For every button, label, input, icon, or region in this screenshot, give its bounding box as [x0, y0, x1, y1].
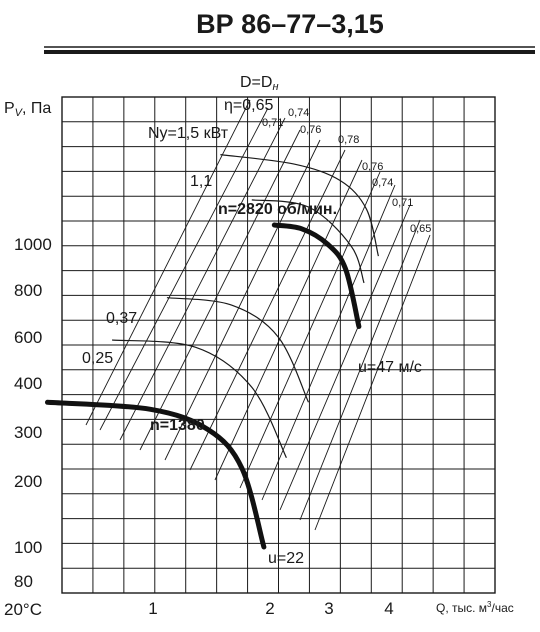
y-tick-label: 100: [14, 538, 42, 557]
efficiency-line: [119, 117, 286, 441]
efficiency-label: 0,65: [410, 223, 431, 235]
efficiency-line: [99, 107, 269, 431]
efficiency-label: 0,78: [338, 134, 359, 146]
y-tick-label: 200: [14, 472, 42, 491]
efficiency-line: [279, 204, 411, 511]
x-axis-label: Q, тыс. м3/час: [436, 600, 514, 615]
power-curve: [166, 297, 310, 403]
efficiency-label: 0,76: [300, 124, 321, 136]
y-tick-label: 80: [14, 572, 33, 591]
x-tick-label: 4: [384, 599, 393, 618]
y-tick-label: 1000: [14, 235, 52, 254]
efficiency-line: [214, 159, 363, 481]
efficiency-line: [139, 129, 301, 451]
power-label: Ny=1,5 кВт: [148, 125, 229, 142]
efficiency-lines: [85, 99, 431, 531]
x-tick-label: 2: [265, 599, 274, 618]
efficiency-line: [261, 184, 396, 501]
power-curve: [220, 154, 379, 257]
efficiency-label: η=0,65: [224, 97, 273, 114]
efficiency-line: [314, 234, 431, 531]
y-tick-labels: 80 100 200 300 400 600 800 1000: [14, 235, 52, 591]
series-label: n=2820 об/мин.: [218, 201, 337, 218]
y-tick-label: 800: [14, 281, 42, 300]
y-tick-label: 400: [14, 374, 42, 393]
diameter-label: D=Dн: [240, 74, 279, 93]
efficiency-line: [85, 99, 251, 426]
efficiency-label: 0,71: [392, 197, 413, 209]
power-label: 0,25: [82, 350, 113, 367]
x-tick-labels: 1 2 3 4: [148, 599, 393, 618]
y-axis-label: PV, Па: [4, 100, 51, 119]
efficiency-label: 0,74: [288, 107, 309, 119]
efficiency-line: [299, 219, 421, 521]
x-tick-label: 1: [148, 599, 157, 618]
y-tick-label: 600: [14, 328, 42, 347]
power-curves: [112, 154, 379, 458]
power-label: 1,1: [190, 173, 212, 190]
temperature-label: 20°С: [4, 600, 42, 619]
efficiency-label: 0,74: [372, 177, 393, 189]
efficiency-line: [239, 171, 381, 489]
series-line: [45, 399, 267, 550]
chart-title: ВР 86–77–3,15: [196, 9, 384, 39]
power-label: 0,37: [106, 310, 137, 327]
velocity-label: u=22: [268, 550, 304, 567]
efficiency-label: 0,76: [362, 161, 383, 173]
x-tick-label: 3: [324, 599, 333, 618]
efficiency-line: [164, 139, 321, 461]
series-label: n=1380: [150, 417, 205, 434]
grid: [61, 96, 496, 594]
series-line: [271, 222, 362, 329]
chart-labels: η=0,65 0,71 0,74 0,76 0,78 0,76 0,74 0,71 0,65 Ny…: [82, 97, 431, 567]
efficiency-label: 0,71: [262, 117, 283, 129]
power-curve: [251, 199, 365, 284]
y-tick-label: 300: [14, 423, 42, 442]
power-curve: [112, 339, 287, 458]
efficiency-line: [189, 149, 346, 471]
velocity-label: u=47 м/с: [358, 359, 422, 376]
series-curves: [45, 222, 362, 550]
